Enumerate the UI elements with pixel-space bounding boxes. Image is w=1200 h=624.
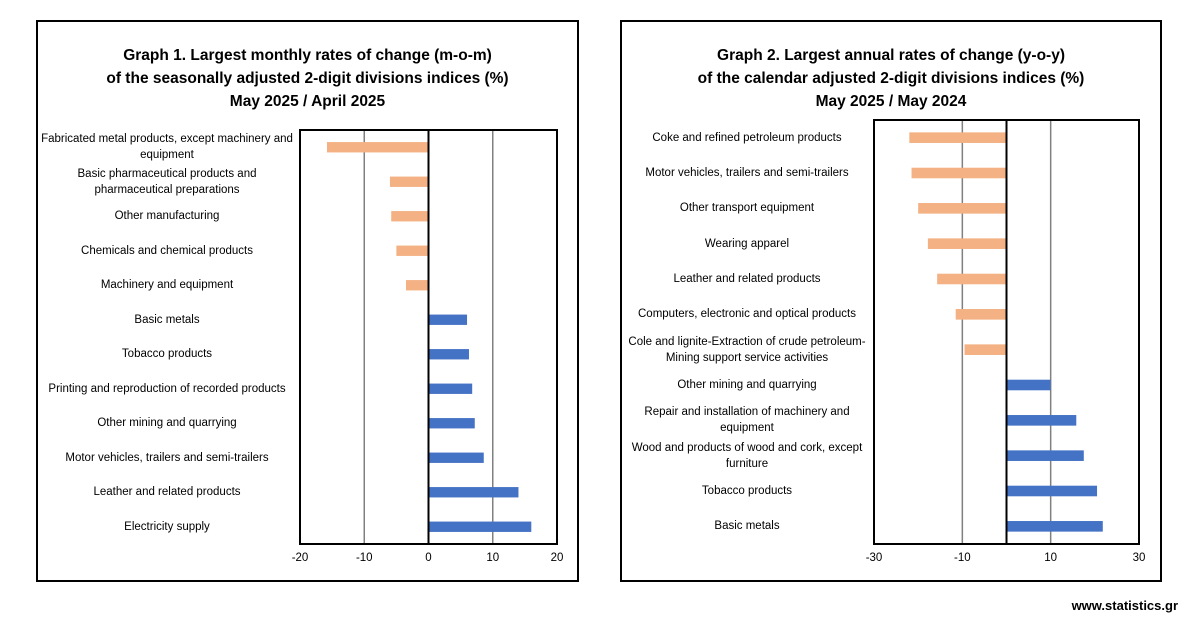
graph-1-panel: Graph 1. Largest monthly rates of change… [36,20,579,582]
graph-2-category-label: Tobacco products [701,485,793,497]
graph-2-category-label: Basic metals [714,520,780,533]
graph-1-category-label: Chemicals and chemical products [81,244,253,257]
graph-2-category-label: Computers, electronic and optical produc… [638,308,856,321]
graph-2-title: Graph 2. Largest annual rates of change … [622,44,1160,113]
graph-1-category-label: Machinery and equipment [100,279,234,292]
graph-2-category-label: Cole and lignite-Extraction of crude pet… [628,335,866,364]
graph-2-category-label: Leather and related products [673,273,821,285]
graph-1-category-label: Other mining and quarrying [97,417,237,430]
graph-1-category-label: Motor vehicles, trailers and semi-traile… [65,451,269,464]
graph-1-bar [406,280,429,291]
graph-2-title-line-3: May 2025 / May 2024 [815,93,967,110]
graph-2-category-label: Coke and refined petroleum products [652,131,842,144]
graph-1-title: Graph 1. Largest monthly rates of change… [38,44,577,113]
graph-1-category-label: Fabricated metal products, except machin… [41,133,293,162]
footer-website[interactable]: www.statistics.gr [1071,598,1178,613]
graph-2-bar [1006,450,1084,461]
graph-2-tick-label: 30 [1132,552,1146,564]
graph-1-bar [428,452,484,463]
graph-2-panel: Graph 2. Largest annual rates of change … [620,20,1162,582]
graph-1-bar [428,383,473,394]
graph-1-category-label: Basic pharmaceutical products and pharma… [77,167,257,196]
graph-2-title-line-2: of the calendar adjusted 2-digit divisio… [697,70,1085,87]
graph-2-plot-frame [873,119,1140,545]
graph-1-bar [428,314,468,325]
graph-1-tick-label: -10 [355,552,373,564]
graph-2-bar [918,203,1007,214]
graph-2-bar [911,167,1007,179]
graph-2-category-label: Other transport equipment [679,202,815,215]
graph-1-bar [428,418,475,429]
graph-1-bar [428,487,519,498]
graph-2-bar [1006,415,1077,426]
graph-1-title-line-1: Graph 1. Largest monthly rates of change… [123,47,492,64]
graph-1-bar [326,142,429,153]
graph-2-bar [1006,485,1098,497]
graph-1-plot [299,129,558,545]
graph-2-tick-label: -30 [865,552,883,564]
graph-2-category-label: Wearing apparel [704,237,790,250]
graph-2-bar [1006,521,1103,532]
graph-2-tick-label: 10 [1044,552,1058,564]
graph-1-tick-label: 10 [486,552,500,564]
graph-2-bar [909,132,1007,143]
graph-2-bar [1006,379,1051,391]
graph-1-bar [428,521,532,532]
graph-1-category-label: Leather and related products [93,486,241,499]
graph-1-tick-label: -20 [291,552,309,564]
graph-1-bar [391,211,429,222]
graph-2-category-label: Wood and products of wood and cork, exce… [631,441,863,470]
graph-2-bar [937,273,1007,285]
graph-2-plot [873,119,1140,545]
graph-1-category-label: Other manufacturing [114,210,220,223]
graph-1-tick-label: 20 [550,552,564,564]
graph-2-bar [955,309,1007,320]
graph-1-bar [396,245,429,256]
graph-1-bar [428,349,469,360]
graph-1-category-label: Electricity supply [124,520,210,533]
graph-1-title-line-3: May 2025 / April 2025 [229,93,386,110]
graph-2-category-label: Motor vehicles, trailers and semi-traile… [645,167,849,179]
graph-1-tick-label: 0 [425,552,432,564]
graph-2-title-line-1: Graph 2. Largest annual rates of change … [717,47,1065,64]
graph-2-tick-label: -10 [954,552,971,564]
graph-1-plot-frame [299,129,558,545]
graph-1-category-label: Tobacco products [121,348,213,361]
graph-2-category-label: Repair and installation of machinery and… [644,406,850,435]
graph-2-bar [927,238,1007,249]
graph-2-category-label: Other mining and quarrying [677,379,817,391]
graph-2-bar [964,344,1007,355]
graph-1-category-label: Basic metals [134,313,200,326]
graph-1-title-line-2: of the seasonally adjusted 2-digit divis… [106,70,509,87]
graph-1-bar [389,176,429,187]
graph-1-category-label: Printing and reproduction of recorded pr… [48,382,286,395]
